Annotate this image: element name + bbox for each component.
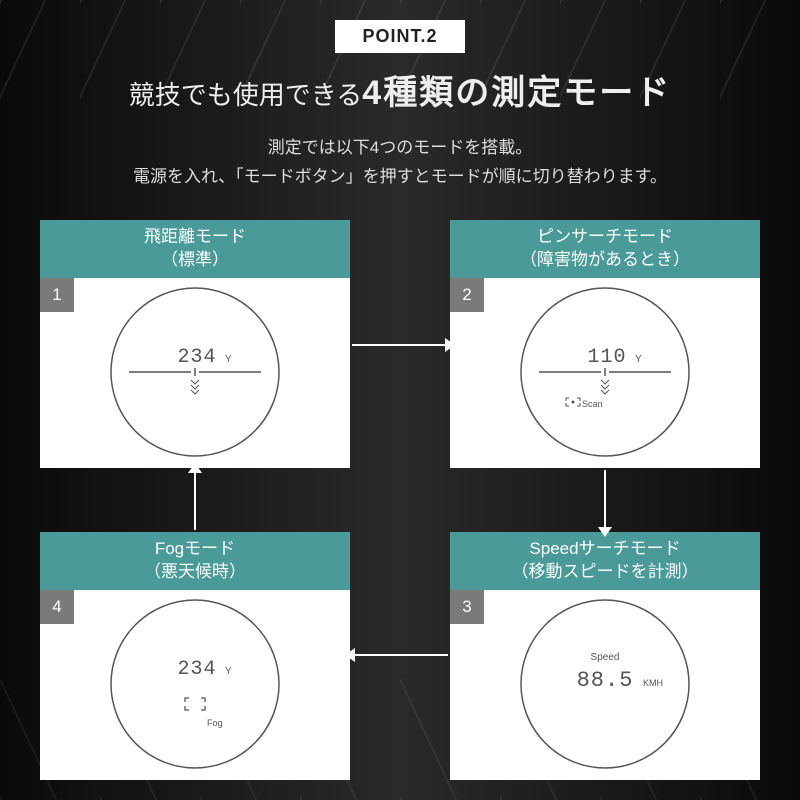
- arrow-4-to-1: [194, 472, 196, 530]
- card-title-l2: （移動スピードを計測）: [512, 562, 699, 581]
- mode-card-speed: Speedサーチモード （移動スピードを計測） 3 Speed 88.5 KMH: [450, 532, 760, 780]
- card-title-l1: Speedサーチモード: [529, 539, 680, 558]
- point-badge: POINT.2: [335, 20, 465, 53]
- arrow-3-to-4: [354, 654, 448, 656]
- viewfinder-speed: Speed 88.5 KMH: [519, 598, 691, 770]
- card-header: Fogモード （悪天候時）: [40, 532, 350, 590]
- display-value: 110: [587, 346, 626, 369]
- subtext-line2: 電源を入れ、「モードボタン」を押すとモードが順に切り替わります。: [133, 167, 667, 186]
- scan-icon: [566, 398, 580, 406]
- card-title-l2: （障害物があるとき）: [520, 250, 690, 269]
- headline: 競技でも使用できる4種類の測定モード: [30, 65, 770, 114]
- card-header: 飛距離モード （標準）: [40, 220, 350, 278]
- card-title-l2: （悪天候時）: [144, 562, 246, 581]
- viewfinder-fog: 234 Y Fog: [109, 598, 281, 770]
- subtext-line1: 測定では以下4つのモードを搭載。: [268, 138, 532, 157]
- card-number-badge: 3: [450, 590, 484, 624]
- mode-card-fog: Fogモード （悪天候時） 4 234 Y Fog: [40, 532, 350, 780]
- viewfinder-distance: 234 Y: [109, 286, 281, 458]
- mode-card-pin-search: ピンサーチモード （障害物があるとき） 2 110 Y: [450, 220, 760, 468]
- scan-label: Scan: [582, 399, 603, 409]
- speed-label: Speed: [591, 652, 620, 663]
- fog-target-icon: [185, 698, 205, 710]
- display-value: 88.5: [577, 668, 634, 693]
- display-value: 234: [177, 658, 216, 681]
- card-title-l1: 飛距離モード: [144, 227, 246, 246]
- mode-card-distance: 飛距離モード （標準） 1 234 Y: [40, 220, 350, 468]
- viewfinder-pin: 110 Y Scan: [519, 286, 691, 458]
- arrow-2-to-3: [604, 470, 606, 528]
- card-number-badge: 4: [40, 590, 74, 624]
- display-unit: Y: [635, 354, 642, 365]
- card-title-l1: Fogモード: [155, 539, 235, 558]
- card-number-badge: 1: [40, 278, 74, 312]
- card-number-badge: 2: [450, 278, 484, 312]
- arrow-1-to-2: [352, 344, 446, 346]
- fog-label: Fog: [207, 718, 223, 728]
- content-wrap: POINT.2 競技でも使用できる4種類の測定モード 測定では以下4つのモードを…: [0, 0, 800, 800]
- subtext: 測定では以下4つのモードを搭載。 電源を入れ、「モードボタン」を押すとモードが順…: [30, 134, 770, 192]
- card-header: Speedサーチモード （移動スピードを計測）: [450, 532, 760, 590]
- display-unit: KMH: [643, 678, 663, 688]
- card-title-l2: （標準）: [161, 250, 229, 269]
- headline-small: 競技でも使用できる: [129, 80, 362, 110]
- card-title-l1: ピンサーチモード: [537, 227, 673, 246]
- mode-cycle-diagram: 飛距離モード （標準） 1 234 Y ピンサー: [40, 220, 760, 780]
- display-unit: Y: [225, 666, 232, 677]
- headline-big: 4種類の測定モード: [362, 74, 671, 112]
- display-value: 234: [177, 346, 216, 369]
- display-unit: Y: [225, 354, 232, 365]
- card-header: ピンサーチモード （障害物があるとき）: [450, 220, 760, 278]
